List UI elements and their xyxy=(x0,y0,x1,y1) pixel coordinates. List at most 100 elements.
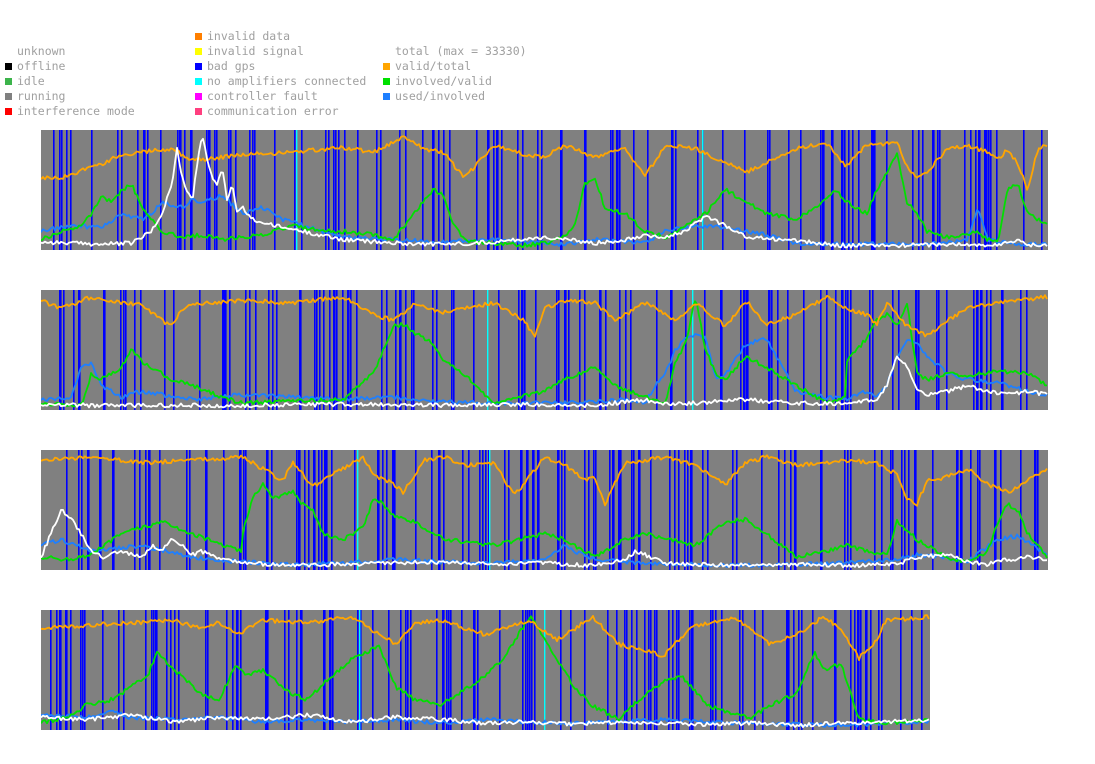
bad-gps-marker xyxy=(831,130,834,250)
legend-swatch xyxy=(5,93,12,100)
bad-gps-marker xyxy=(1001,290,1004,410)
bad-gps-marker xyxy=(148,450,151,570)
bad-gps-marker xyxy=(451,290,453,410)
bad-gps-marker xyxy=(223,450,225,570)
series-total-max-33330-line xyxy=(41,355,1048,409)
bad-gps-marker xyxy=(610,130,612,250)
bad-gps-marker xyxy=(332,610,334,730)
bad-gps-marker xyxy=(410,610,412,730)
bad-gps-marker xyxy=(120,290,122,410)
legend-swatch xyxy=(5,78,12,85)
bad-gps-marker xyxy=(284,610,286,730)
bad-gps-marker xyxy=(166,610,168,730)
bad-gps-marker xyxy=(179,130,182,250)
bad-gps-marker xyxy=(335,130,337,250)
timeline-strip-1 xyxy=(41,130,1048,250)
legend-label: no amplifiers connected xyxy=(207,74,367,88)
bad-gps-marker xyxy=(918,290,920,410)
bad-gps-marker xyxy=(787,290,789,410)
bad-gps-marker xyxy=(675,130,677,250)
bad-gps-marker xyxy=(318,450,320,570)
bad-gps-marker xyxy=(788,610,790,730)
bad-gps-marker xyxy=(66,450,68,570)
bad-gps-marker xyxy=(986,130,988,250)
bad-gps-marker xyxy=(473,290,475,410)
bad-gps-marker xyxy=(336,290,338,410)
bad-gps-marker xyxy=(689,610,691,730)
bad-gps-marker xyxy=(386,290,388,410)
bad-gps-marker xyxy=(134,450,136,570)
bad-gps-marker xyxy=(900,610,902,730)
bad-gps-marker xyxy=(436,610,438,730)
bad-gps-marker xyxy=(607,610,609,730)
bad-gps-marker xyxy=(479,450,481,570)
bad-gps-marker xyxy=(620,450,622,570)
bad-gps-marker xyxy=(1034,450,1037,570)
bad-gps-marker xyxy=(453,290,455,410)
bad-gps-marker xyxy=(70,130,72,250)
bad-gps-marker xyxy=(845,290,847,410)
bad-gps-marker xyxy=(438,450,441,570)
bad-gps-marker xyxy=(70,610,72,730)
bad-gps-marker xyxy=(850,290,852,410)
bad-gps-marker xyxy=(988,130,990,250)
bad-gps-marker xyxy=(354,450,356,570)
bad-gps-marker xyxy=(722,130,724,250)
bad-gps-marker xyxy=(405,610,407,730)
bad-gps-marker xyxy=(448,610,450,730)
bad-gps-marker xyxy=(767,130,769,250)
bad-gps-marker xyxy=(254,130,256,250)
bad-gps-marker xyxy=(599,290,602,410)
bad-gps-marker xyxy=(970,130,972,250)
bad-gps-marker xyxy=(498,290,500,410)
bad-gps-marker xyxy=(670,290,673,410)
bad-gps-marker xyxy=(170,610,172,730)
bad-gps-marker xyxy=(793,610,795,730)
bad-gps-marker xyxy=(118,610,120,730)
bad-gps-marker xyxy=(676,610,678,730)
bad-gps-marker xyxy=(53,130,55,250)
bad-gps-marker xyxy=(91,130,93,250)
bad-gps-marker xyxy=(267,610,269,730)
timeline-svg xyxy=(41,290,1048,410)
bad-gps-marker xyxy=(400,610,402,730)
bad-gps-marker xyxy=(674,450,676,570)
series-involved-valid-line xyxy=(41,482,1048,564)
bad-gps-marker xyxy=(786,610,789,730)
bad-gps-marker xyxy=(329,290,331,410)
bad-gps-marker xyxy=(707,450,709,570)
bad-gps-marker xyxy=(56,610,58,730)
bad-gps-marker xyxy=(712,610,714,730)
series-valid-total-line xyxy=(41,614,930,661)
bad-gps-marker xyxy=(189,450,191,570)
bad-gps-marker xyxy=(618,450,621,570)
bad-gps-marker xyxy=(236,610,239,730)
bad-gps-marker xyxy=(702,450,704,570)
bad-gps-marker xyxy=(857,610,860,730)
bad-gps-marker xyxy=(432,290,434,410)
bad-gps-marker xyxy=(648,610,650,730)
bad-gps-marker xyxy=(904,450,906,570)
series-used-involved-line xyxy=(41,533,1048,568)
bad-gps-marker xyxy=(323,610,326,730)
bad-gps-marker xyxy=(881,610,883,730)
bad-gps-marker xyxy=(668,610,670,730)
bad-gps-marker xyxy=(399,290,402,410)
bad-gps-marker xyxy=(784,450,786,570)
legend-label: unknown xyxy=(17,44,66,58)
bad-gps-marker xyxy=(633,450,635,570)
bad-gps-marker xyxy=(605,290,607,410)
bad-gps-marker xyxy=(208,130,211,250)
legend-swatch xyxy=(383,93,390,100)
bad-gps-marker xyxy=(975,130,977,250)
bad-gps-marker xyxy=(328,130,330,250)
bad-gps-marker xyxy=(392,450,395,570)
bad-gps-marker xyxy=(812,610,814,730)
bad-gps-marker xyxy=(160,130,162,250)
bad-gps-marker xyxy=(624,610,626,730)
bad-gps-marker xyxy=(656,290,658,410)
bad-gps-marker xyxy=(288,610,290,730)
bad-gps-marker xyxy=(964,130,966,250)
bad-gps-marker xyxy=(901,450,903,570)
bad-gps-marker xyxy=(186,450,188,570)
